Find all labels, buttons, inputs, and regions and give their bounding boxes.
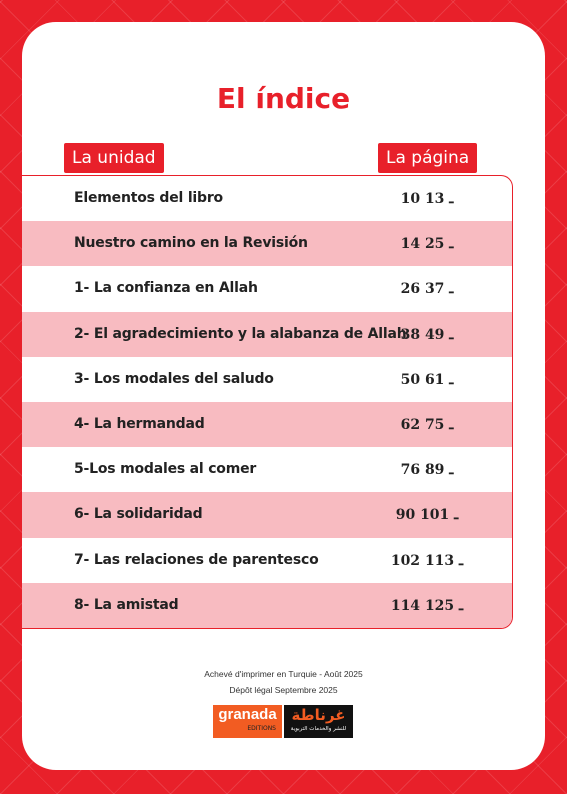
title: El índice bbox=[216, 82, 351, 115]
page-range: 10 ـ 13 bbox=[400, 191, 454, 207]
index-table: Elementos del libro 10 ـ 13 Nuestro camino… bbox=[22, 175, 513, 629]
table-row: 5-Los modales al comer 76 ـ 89 bbox=[22, 447, 512, 492]
page-range: 50 ـ 61 bbox=[400, 371, 454, 388]
unit-name: 2- El agradecimiento y la alabanza de Al… bbox=[74, 325, 407, 342]
table-row: 4- La hermandad 62 ـ 75 bbox=[22, 402, 512, 448]
page-range: 76 ـ 89 bbox=[400, 462, 454, 479]
logo-sub: EDITIONS bbox=[247, 725, 276, 732]
table-row: 3- Los modales del saludo 50 ـ 61 bbox=[22, 357, 512, 402]
unit-name: Nuestro camino en la Revisión bbox=[74, 235, 308, 252]
unit-name: 1- La confianza en Allah bbox=[74, 280, 258, 297]
logo-name: granada bbox=[218, 706, 277, 723]
table-row: Elementos del libro 10 ـ 13 bbox=[22, 176, 512, 221]
table-row: 7- Las relaciones de parentesco 102 ـ 113 bbox=[22, 538, 512, 583]
logo-name: غرناطة bbox=[291, 706, 346, 724]
publisher-logo: granada EDITIONS bbox=[213, 705, 282, 738]
unit-name: 3- Los modales del saludo bbox=[74, 370, 274, 387]
unit-name: 7- Las relaciones de parentesco bbox=[74, 551, 319, 568]
table-row: 8- La amistad 114 ـ 125 bbox=[22, 582, 512, 628]
column-header: La página bbox=[378, 143, 478, 173]
table-row: Nuestro camino en la Revisión 14 ـ 25 bbox=[22, 221, 512, 267]
unit-name: 6- La solidaridad bbox=[74, 506, 203, 523]
logo-sub: للنشر والخدمات التربوية bbox=[290, 726, 347, 732]
page-range: 26 ـ 37 bbox=[400, 281, 454, 298]
unit-name: 8- La amistad bbox=[74, 596, 179, 613]
page-range: 102 ـ 113 bbox=[390, 552, 464, 569]
page-range: 62 ـ 75 bbox=[400, 417, 454, 433]
table-row: 6- La solidaridad 90 ـ 101 bbox=[22, 492, 512, 538]
unit-name: 5-Los modales al comer bbox=[74, 461, 257, 478]
unit-name: 4- La hermandad bbox=[74, 416, 205, 432]
table-row: 2- El agradecimiento y la alabanza de Al… bbox=[22, 311, 512, 357]
footer-line: Achevé d'imprimer en Turquie - Août 2025 bbox=[204, 669, 363, 679]
unit-name: Elementos del libro bbox=[74, 190, 223, 206]
page-range: 38 ـ 49 bbox=[400, 326, 454, 343]
page-range: 90 ـ 101 bbox=[395, 507, 459, 524]
column-header: La unidad bbox=[64, 143, 164, 173]
page-range: 14 ـ 25 bbox=[400, 236, 454, 253]
publisher-logo: غرناطة للنشر والخدمات التربوية bbox=[284, 705, 353, 738]
page-range: 114 ـ 125 bbox=[390, 597, 464, 614]
table-row: 1- La confianza en Allah 26 ـ 37 bbox=[22, 266, 512, 311]
footer-line: Dépôt légal Septembre 2025 bbox=[229, 685, 338, 695]
